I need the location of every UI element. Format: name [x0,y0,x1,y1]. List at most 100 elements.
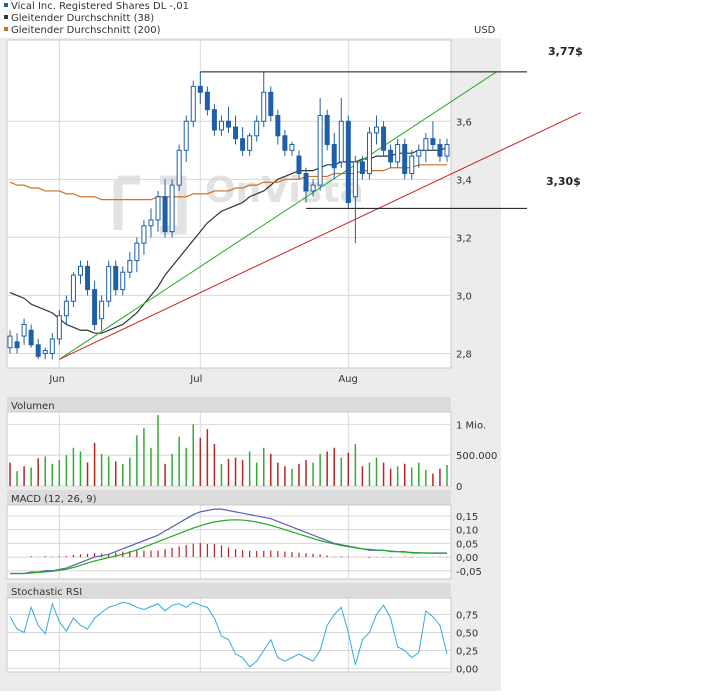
price-x-ticks: Jun Jul Aug [48,374,358,385]
candle-body [430,138,436,145]
candle-body [211,109,217,131]
support-label: 3,30$ [546,175,581,188]
candle-body [28,329,34,346]
candle-body [127,260,133,273]
candle-body [423,138,429,151]
macd-y-ticks: 0,15 0,10 0,05 0,00 -0,05 [456,512,482,578]
candle-body [70,274,76,302]
rsi-line [9,601,448,668]
candle-body [14,341,20,349]
macd-y-tick-label: -0,05 [456,567,482,578]
candle-body [141,225,147,244]
ma200-line [9,164,447,201]
candle-body [395,143,401,163]
volume-bars [9,415,448,486]
candle-body [113,265,119,291]
candle-body [352,161,358,198]
macd-header-bg [7,490,451,505]
candle-body [204,91,210,111]
candle-body [402,143,408,175]
candle-body [324,114,330,145]
candle-body [374,126,380,134]
candle-body [437,143,443,157]
trendlines [59,71,582,360]
macd-grid [7,505,451,579]
rsi-y-tick-label: 0,75 [456,611,478,622]
legend-swatch-price [4,3,8,7]
candle-body [345,120,351,204]
price-x-tick-label: Aug [338,374,358,385]
macd-y-tick-label: 0,05 [456,539,478,550]
candle-body [162,196,168,233]
candle-body [7,335,13,349]
rsi-y-tick-label: 0,00 [456,664,478,675]
candle-body [359,161,365,175]
candle-body [106,265,112,302]
legend-ma200-label: Gleitender Durchschnitt (200) [11,25,161,36]
candle-body [218,120,224,131]
rsi-header-bg [7,583,451,598]
price-x-tick-label: Jul [189,374,202,385]
volume-y-tick-label: 500.000 [456,451,497,462]
trendline-green [59,71,497,360]
candle-body [77,265,83,276]
ma38-line [9,146,448,334]
candle-body [303,173,309,192]
legend-swatch-ma200 [4,27,8,31]
candle-body [155,196,161,221]
macd-y-tick-label: 0,00 [456,553,478,564]
rsi-y-ticks: 0,75 0,50 0,25 0,00 [456,611,478,676]
candle-body [49,338,55,354]
stochastic-rsi-panel: Stochastic RSI 0,75 0,50 0,25 0,00 [6,583,478,676]
right-gray-strip [501,0,719,691]
price-panel: OnVista 3,63,43,23,02,8 Jun Jul Aug 3,77$ … [6,39,583,385]
candle-body [289,143,295,151]
macd-panel: MACD (12, 26, 9) 0,15 0,10 0,05 0,00 -0,05 [6,490,482,580]
candle-body [317,114,323,186]
candle-body [63,300,69,317]
price-y-tick-label: 3,2 [456,233,472,244]
price-y-tick-label: 2,8 [456,349,472,360]
macd-plot-background [6,504,452,580]
candle-body [409,155,415,175]
candle-body [310,184,316,192]
candle-body [240,138,246,151]
rsi-title: Stochastic RSI [11,587,82,598]
macd-lines [10,508,447,575]
candle-body [92,289,98,325]
price-x-tick-label: Jun [48,374,65,385]
resistance-label: 3,77$ [548,45,583,58]
candle-body [275,114,281,137]
legend-background [0,0,501,38]
horizontal-levels [200,71,527,209]
rsi-grid [7,598,451,672]
candle-body [21,323,27,337]
candle-body [261,91,267,122]
price-plot-background [6,39,452,369]
macd-title: MACD (12, 26, 9) [11,494,97,505]
candle-body [366,132,372,175]
candle-body [99,300,105,320]
candle-body [134,242,140,262]
rsi-plot-background [6,597,452,673]
candle-body [120,271,126,291]
candle-body [85,265,91,291]
candle-body [35,344,41,357]
candle-body [296,155,302,175]
candle-body [176,149,182,186]
candle-body [197,85,203,93]
macd-y-tick-label: 0,10 [456,526,478,537]
candle-body [388,149,394,163]
price-y-ticks: 3,6 3,4 3,2 3,0 2,8 [456,117,472,360]
candle-body [416,149,422,157]
volume-y-tick-label: 0 [456,482,462,493]
candle-body [338,120,344,163]
candle-body [148,219,154,227]
candle-body [226,120,231,128]
macd-signal-line [10,519,447,575]
candle-body [169,184,175,233]
legend-ma38-label: Gleitender Durchschnitt (38) [11,13,154,24]
trendline-red [59,112,582,360]
